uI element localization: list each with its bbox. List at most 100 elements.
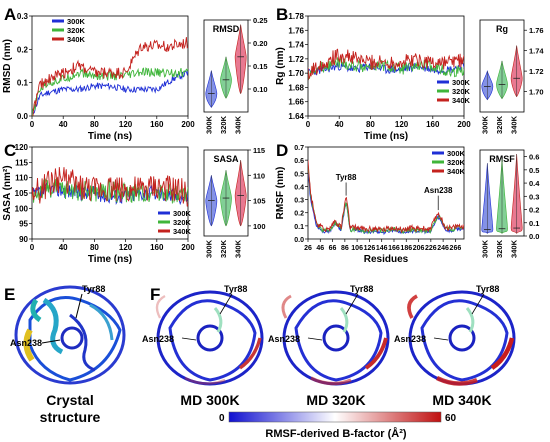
A_line-ytick-label-1: 0.1	[17, 79, 29, 88]
md-structure-label-1: MD 320K	[306, 392, 365, 408]
A_line-legend-label-300K: 300K	[67, 17, 86, 26]
C_violin-ytick-label-2: 110	[253, 171, 265, 180]
D_line-legend-label-300K: 300K	[447, 149, 466, 158]
panel-letter-d: D	[276, 141, 288, 160]
A_line-series-300K	[32, 70, 188, 116]
C_violin-panel: SASA 100 105 110 115 300K 320K 340K	[203, 146, 266, 258]
crystal-structure-label-line2: structure	[40, 409, 101, 425]
colorbar	[228, 411, 442, 423]
B_violin-ytick-label-0: 1.70	[529, 88, 544, 97]
B_violin-category-label-320K: 320K	[495, 115, 504, 134]
B_violin-category-label-300K: 300K	[480, 115, 489, 134]
C_line-xtick-label-0: 0	[30, 243, 35, 252]
C_line-ytick-label-3: 105	[15, 189, 29, 198]
panel-letter-a: A	[4, 5, 16, 24]
C_line-panel: 0 40 80 120 160 200 90 95 100 105 110 115 120 Time (n…	[2, 143, 195, 265]
D_line-xtick-label-10: 226	[425, 245, 437, 252]
C_line-ytick-label-0: 90	[19, 235, 28, 244]
B_line-panel: 0 40 80 120 160 200 1.64 1.66 1.68 1.70 1.72 1.74 1.…	[275, 12, 471, 142]
annotation-tyr88: Tyr88	[336, 173, 357, 182]
md-structure-2: Tyr88 Asn238 MD 340K	[394, 284, 516, 408]
B_line-ytick-label-5: 1.74	[288, 41, 304, 50]
crystal-structure-image	[14, 285, 126, 385]
panel-letter-c: C	[4, 141, 16, 160]
colorbar-title: RMSF-derived B-factor (Å²)	[265, 427, 407, 440]
C_line-xtick-label-2: 80	[90, 243, 99, 252]
B_line-ytick-label-7: 1.78	[288, 12, 304, 21]
D_violin-ytick-label-0: 0.0	[529, 232, 539, 241]
crystal-tyr88-label: Tyr88	[82, 284, 105, 294]
A_violin-category-label-320K: 320K	[219, 115, 228, 134]
B_line-legend-label-300K: 300K	[452, 78, 471, 87]
A_line-xtick-label-2: 80	[90, 120, 99, 129]
C_line-ylabel: SASA (nm²)	[2, 165, 13, 220]
B_line-ytick-label-2: 1.68	[288, 83, 304, 92]
B_line-xtick-label-2: 80	[366, 120, 375, 129]
C_line-xlabel: Time (ns)	[88, 254, 132, 265]
A_line-panel: 0 40 80 120 160 200 0.0 0.1 0.2 0.3 Time (ns) RMSD …	[2, 12, 195, 142]
colorbar-min-label: 0	[219, 413, 225, 424]
C_line-xtick-label-5: 200	[181, 243, 195, 252]
C_line-series-340K	[32, 167, 188, 207]
D_line-xtick-label-7: 166	[388, 245, 400, 252]
B_line-ytick-label-0: 1.64	[288, 112, 304, 121]
C_violin-title: SASA	[213, 154, 239, 164]
D_line-ytick-label-6: 0.6	[294, 158, 304, 165]
charts-layer: 0 40 80 120 160 200 0.0 0.1 0.2 0.3 Time (ns) RMSD …	[2, 12, 544, 265]
C_line-ytick-label-5: 115	[15, 158, 28, 167]
A_line-legend-label-340K: 340K	[67, 35, 86, 44]
D_line-ytick-label-1: 0.1	[294, 224, 304, 231]
A_violin-title: RMSD	[213, 24, 240, 34]
B_violin-category-label-340K: 340K	[510, 115, 519, 134]
panel-letter-e: E	[4, 285, 15, 304]
A_violin-panel: RMSD 0.10 0.15 0.20 0.25 300K 320K 340K	[203, 16, 268, 134]
C_line-ytick-label-1: 95	[19, 220, 28, 229]
C_violin-ytick-label-0: 100	[253, 222, 266, 231]
D_line-series-320K	[308, 164, 464, 234]
B_line-xtick-label-0: 0	[306, 120, 311, 129]
md-structure-helix-0	[196, 324, 224, 352]
C_violin-category-label-340K: 340K	[234, 239, 243, 258]
md-structure-hot-loop-b-2	[436, 376, 478, 386]
D_line-xtick-label-3: 86	[341, 245, 349, 252]
D_line-xtick-label-12: 266	[450, 245, 462, 252]
D_line-ytick-label-0: 0.0	[294, 237, 304, 244]
B_line-ytick-label-1: 1.66	[288, 98, 304, 107]
D_violin-panel: RMSF 0.0 0.1 0.2 0.3 0.4 0.5 0.6 300K 320K 340K	[479, 149, 540, 258]
D_violin-ytick-label-4: 0.4	[529, 179, 540, 188]
B_line-xtick-label-3: 120	[395, 120, 409, 129]
crystal-structure-label-line1: Crystal	[46, 392, 93, 408]
B_line-ytick-label-4: 1.72	[288, 55, 304, 64]
C_line-ytick-label-4: 110	[15, 174, 28, 183]
md-structure-label-2: MD 340K	[432, 392, 491, 408]
D_line-ytick-label-7: 0.7	[294, 145, 304, 152]
C_line-xtick-label-3: 120	[119, 243, 133, 252]
D_line-panel: 26 46 66 86 106 126 146 166 186 206 226 246 266 0.0 0.…	[275, 145, 466, 265]
md-structure-inner-ribbon-2	[420, 299, 509, 382]
D_line-xlabel: Residues	[364, 254, 409, 265]
D_line-xtick-label-6: 146	[376, 245, 388, 252]
panel-letter-f: F	[150, 285, 160, 304]
A_line-ytick-label-2: 0.2	[17, 45, 29, 54]
C_line-ytick-label-6: 120	[15, 143, 29, 152]
md-structure-helix-1	[322, 324, 350, 352]
B_violin-title: Rg	[496, 24, 508, 34]
md-structure-1: Tyr88 Asn238 MD 320K	[268, 284, 390, 408]
A_line-ylabel: RMSD (nm)	[2, 39, 13, 93]
md-structure-outer-ribbon-0	[156, 290, 264, 386]
md-structure-hot-loop-b-1	[310, 376, 352, 386]
md-structure-hot-loop-a-0	[239, 337, 262, 370]
B_violin-ytick-label-1: 1.72	[529, 67, 544, 76]
md-structure-hot-loop-c-2	[407, 294, 418, 319]
crystal-asn238-label: Asn238	[10, 338, 42, 348]
md-structure-hot-loop-a-2	[490, 337, 515, 370]
C_line-legend-label-320K: 320K	[173, 218, 192, 227]
B_line-ylabel: Rg (nm)	[275, 47, 286, 85]
A_violin-category-label-300K: 300K	[204, 115, 213, 134]
md-tyr88-label-0: Tyr88	[224, 284, 247, 294]
D_violin-title: RMSF	[489, 154, 515, 164]
D_line-legend-label-320K: 320K	[447, 158, 466, 167]
D_line-xtick-label-1: 46	[316, 245, 324, 252]
